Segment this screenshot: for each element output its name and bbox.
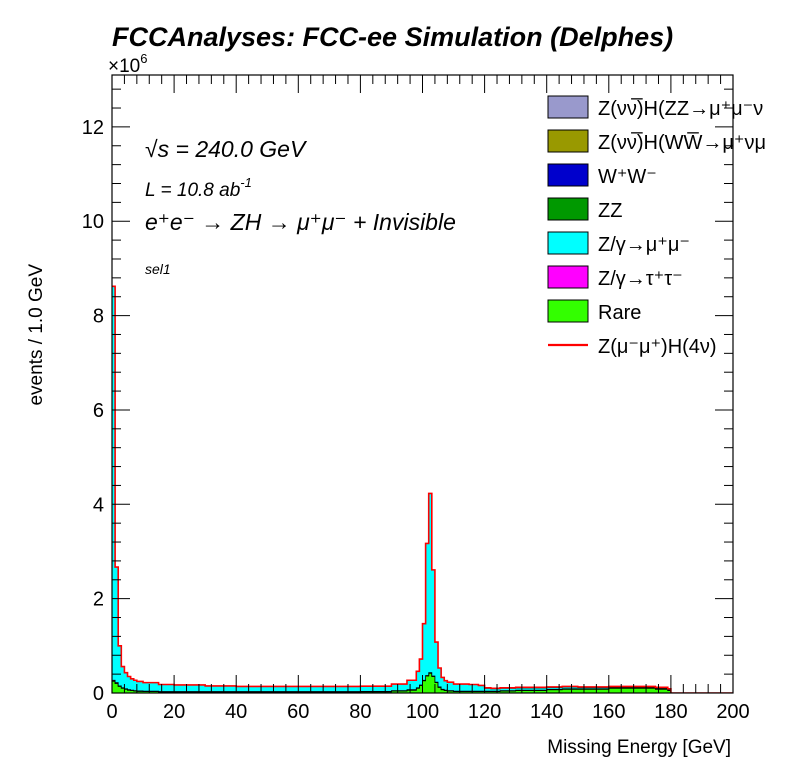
legend-swatch-3 — [547, 197, 589, 221]
selection-annotation: sel1 — [145, 261, 171, 277]
legend-swatch-4 — [547, 231, 589, 255]
luminosity-value: L = 10.8 ab — [145, 180, 240, 201]
x-tick-label: 80 — [349, 701, 371, 723]
sqrt-s-annotation: √s = 240.0 GeV — [145, 136, 308, 162]
x-tick-label: 180 — [654, 701, 687, 723]
legend-label-2: W⁺W⁻ — [598, 166, 657, 188]
legend-label-7: Z(μ⁻μ⁺)H(4ν) — [598, 336, 717, 358]
legend-label-1: Z(νν̅)H(WW̅→μ⁺νμ — [598, 131, 766, 154]
legend-swatch-6 — [547, 299, 589, 323]
process-annotation: e⁺e⁻ → ZH → μ⁺μ⁻ + Invisible — [145, 209, 456, 235]
x-tick-label: 160 — [592, 701, 625, 723]
y-multiplier-exponent: 6 — [140, 51, 147, 66]
y-axis-label: events / 1.0 GeV — [26, 264, 47, 406]
annotation-block: √s = 240.0 GeV L = 10.8 ab-1 e⁺e⁻ → ZH →… — [145, 136, 456, 277]
legend-swatch-1 — [547, 129, 589, 153]
legend-swatch-0 — [547, 95, 589, 119]
y-axis-multiplier: ×106 — [108, 51, 147, 77]
x-tick-label: 120 — [468, 701, 501, 723]
y-tick-label: 10 — [82, 211, 104, 233]
luminosity-exponent: -1 — [240, 175, 252, 190]
x-axis-label: Missing Energy [GeV] — [547, 737, 731, 758]
y-tick-label: 8 — [93, 306, 104, 328]
x-tick-label: 100 — [406, 701, 439, 723]
y-tick-label: 12 — [82, 117, 104, 139]
luminosity-annotation: L = 10.8 ab-1 — [145, 175, 252, 201]
x-tick-label: 140 — [530, 701, 563, 723]
legend-swatch-2 — [547, 163, 589, 187]
x-tick-label: 40 — [225, 701, 247, 723]
legend-label-5: Z/γ→τ⁺τ⁻ — [598, 268, 683, 290]
y-tick-label: 2 — [93, 589, 104, 611]
y-tick-label: 4 — [93, 494, 104, 516]
legend-label-4: Z/γ→μ⁺μ⁻ — [598, 234, 690, 256]
chart-title: FCCAnalyses: FCC-ee Simulation (Delphes) — [112, 22, 673, 52]
legend-label-6: Rare — [598, 302, 641, 324]
legend-label-0: Z(νν̅)H(ZZ→μ⁺μ⁻ν — [598, 97, 763, 120]
legend: Z(νν̅)H(ZZ→μ⁺μ⁻ν Z(νν̅)H(WW̅→μ⁺νμ W⁺W⁻ ZZ Z/… — [547, 95, 766, 358]
x-tick-label: 0 — [106, 701, 117, 723]
y-tick-label: 0 — [93, 683, 104, 705]
x-tick-label: 200 — [716, 701, 749, 723]
axis-ticks: 0 20 40 60 80 100 120 140 160 180 200 0 2 4 6 8 10 12 — [82, 75, 750, 723]
legend-label-3: ZZ — [598, 200, 622, 222]
x-tick-label: 60 — [287, 701, 309, 723]
y-multiplier-base: ×10 — [108, 56, 140, 77]
y-tick-label: 6 — [93, 400, 104, 422]
legend-swatch-5 — [547, 265, 589, 289]
x-tick-label: 20 — [163, 701, 185, 723]
